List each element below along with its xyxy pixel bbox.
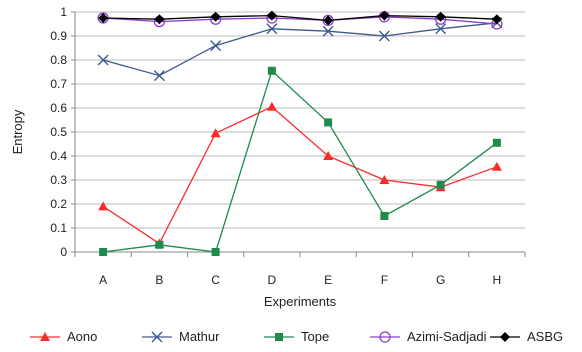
mathur-marker: [322, 25, 334, 37]
x-tick-label: C: [211, 273, 220, 287]
mathur-marker: [97, 54, 109, 66]
x-tick-label: D: [268, 273, 277, 287]
legend-azimi-sadjadi-marker: [379, 331, 391, 343]
aono-marker: [379, 175, 390, 184]
x-tick-label: A: [99, 273, 107, 287]
gridlines: [75, 11, 525, 229]
aono-marker: [98, 201, 109, 211]
y-axis-title: Entropy: [10, 109, 25, 154]
tope-marker: [155, 240, 164, 249]
tope-marker: [380, 212, 389, 220]
y-tick-label: 0.3: [50, 173, 67, 187]
legend-label: Mathur: [179, 329, 220, 344]
legend-label: Aono: [67, 329, 97, 344]
tope-marker: [267, 66, 276, 75]
aono-marker: [266, 101, 277, 111]
asbg-marker: [435, 11, 446, 22]
asbg-marker: [323, 15, 334, 26]
legend-item-tope: Tope: [264, 329, 329, 344]
series-tope: [99, 66, 501, 256]
y-tick-label: 0.5: [50, 125, 67, 139]
tope-marker: [492, 138, 501, 147]
asbg-marker: [98, 13, 109, 23]
legend-asbg-marker: [500, 332, 510, 342]
asbg-marker: [491, 14, 502, 25]
y-tick-label: 0.8: [50, 53, 67, 67]
x-tick-label: E: [324, 273, 332, 287]
series-mathur: [97, 17, 503, 82]
x-tick-label: F: [381, 273, 388, 287]
tope-marker: [211, 248, 220, 256]
y-tick-label: 0.4: [50, 149, 67, 163]
series-line-azimi-sadjadi: [103, 16, 497, 25]
legend-label: Azimi-Sadjadi: [407, 329, 487, 344]
y-tick-label: 1: [60, 5, 67, 19]
legend-item-aono: Aono: [30, 329, 97, 344]
aono-marker: [491, 161, 502, 171]
aono-marker: [323, 151, 334, 160]
x-axis-title: Experiments: [264, 294, 337, 309]
legend-label: Tope: [301, 329, 329, 344]
mathur-marker: [266, 23, 278, 35]
series-layer: [97, 10, 503, 256]
y-tick-label: 0.9: [50, 29, 67, 43]
legend-item-mathur: Mathur: [142, 329, 220, 344]
series-line-tope: [103, 69, 498, 253]
y-tick-label: 0.6: [50, 101, 67, 115]
y-tick-label: 0.1: [50, 221, 67, 235]
tope-marker: [436, 180, 445, 189]
x-axis-ticks: A B C D E F G H: [74, 252, 526, 287]
series-aono: [98, 101, 502, 248]
legend-item-asbg: ASBG: [490, 329, 563, 344]
x-tick-label: H: [493, 273, 502, 287]
y-tick-label: 0.2: [50, 197, 67, 211]
tope-marker: [99, 248, 108, 256]
series-asbg: [98, 10, 502, 26]
legend-aono-marker: [40, 332, 50, 341]
y-tick-label: 0.7: [50, 77, 67, 91]
axes: [74, 12, 525, 253]
aono-marker: [210, 128, 221, 138]
asbg-marker: [379, 10, 390, 21]
mathur-marker: [435, 23, 447, 35]
series-line-aono: [102, 106, 498, 245]
mathur-marker: [210, 40, 222, 52]
asbg-marker: [154, 14, 165, 25]
series-line-asbg: [103, 14, 497, 22]
tope-marker: [324, 118, 333, 127]
legend: Aono Mathur Tope Azimi-Sadjadi ASBG: [30, 329, 563, 344]
x-tick-label: G: [436, 273, 445, 287]
y-tick-label: 0: [60, 245, 67, 259]
mathur-marker: [378, 30, 390, 42]
asbg-marker: [266, 10, 277, 21]
series-line-mathur: [102, 22, 497, 77]
legend-label: ASBG: [527, 329, 563, 344]
x-tick-label: B: [155, 273, 163, 287]
legend-mathur-marker: [151, 331, 163, 343]
legend-tope-marker: [275, 333, 283, 341]
y-axis-ticks: 0 0.1 0.2 0.3 0.4 0.5 0.6 0.7 0.8 0.9 1: [50, 5, 75, 259]
asbg-marker: [210, 11, 221, 22]
legend-item-azimi-sadjadi: Azimi-Sadjadi: [370, 329, 487, 344]
mathur-marker: [153, 70, 165, 82]
